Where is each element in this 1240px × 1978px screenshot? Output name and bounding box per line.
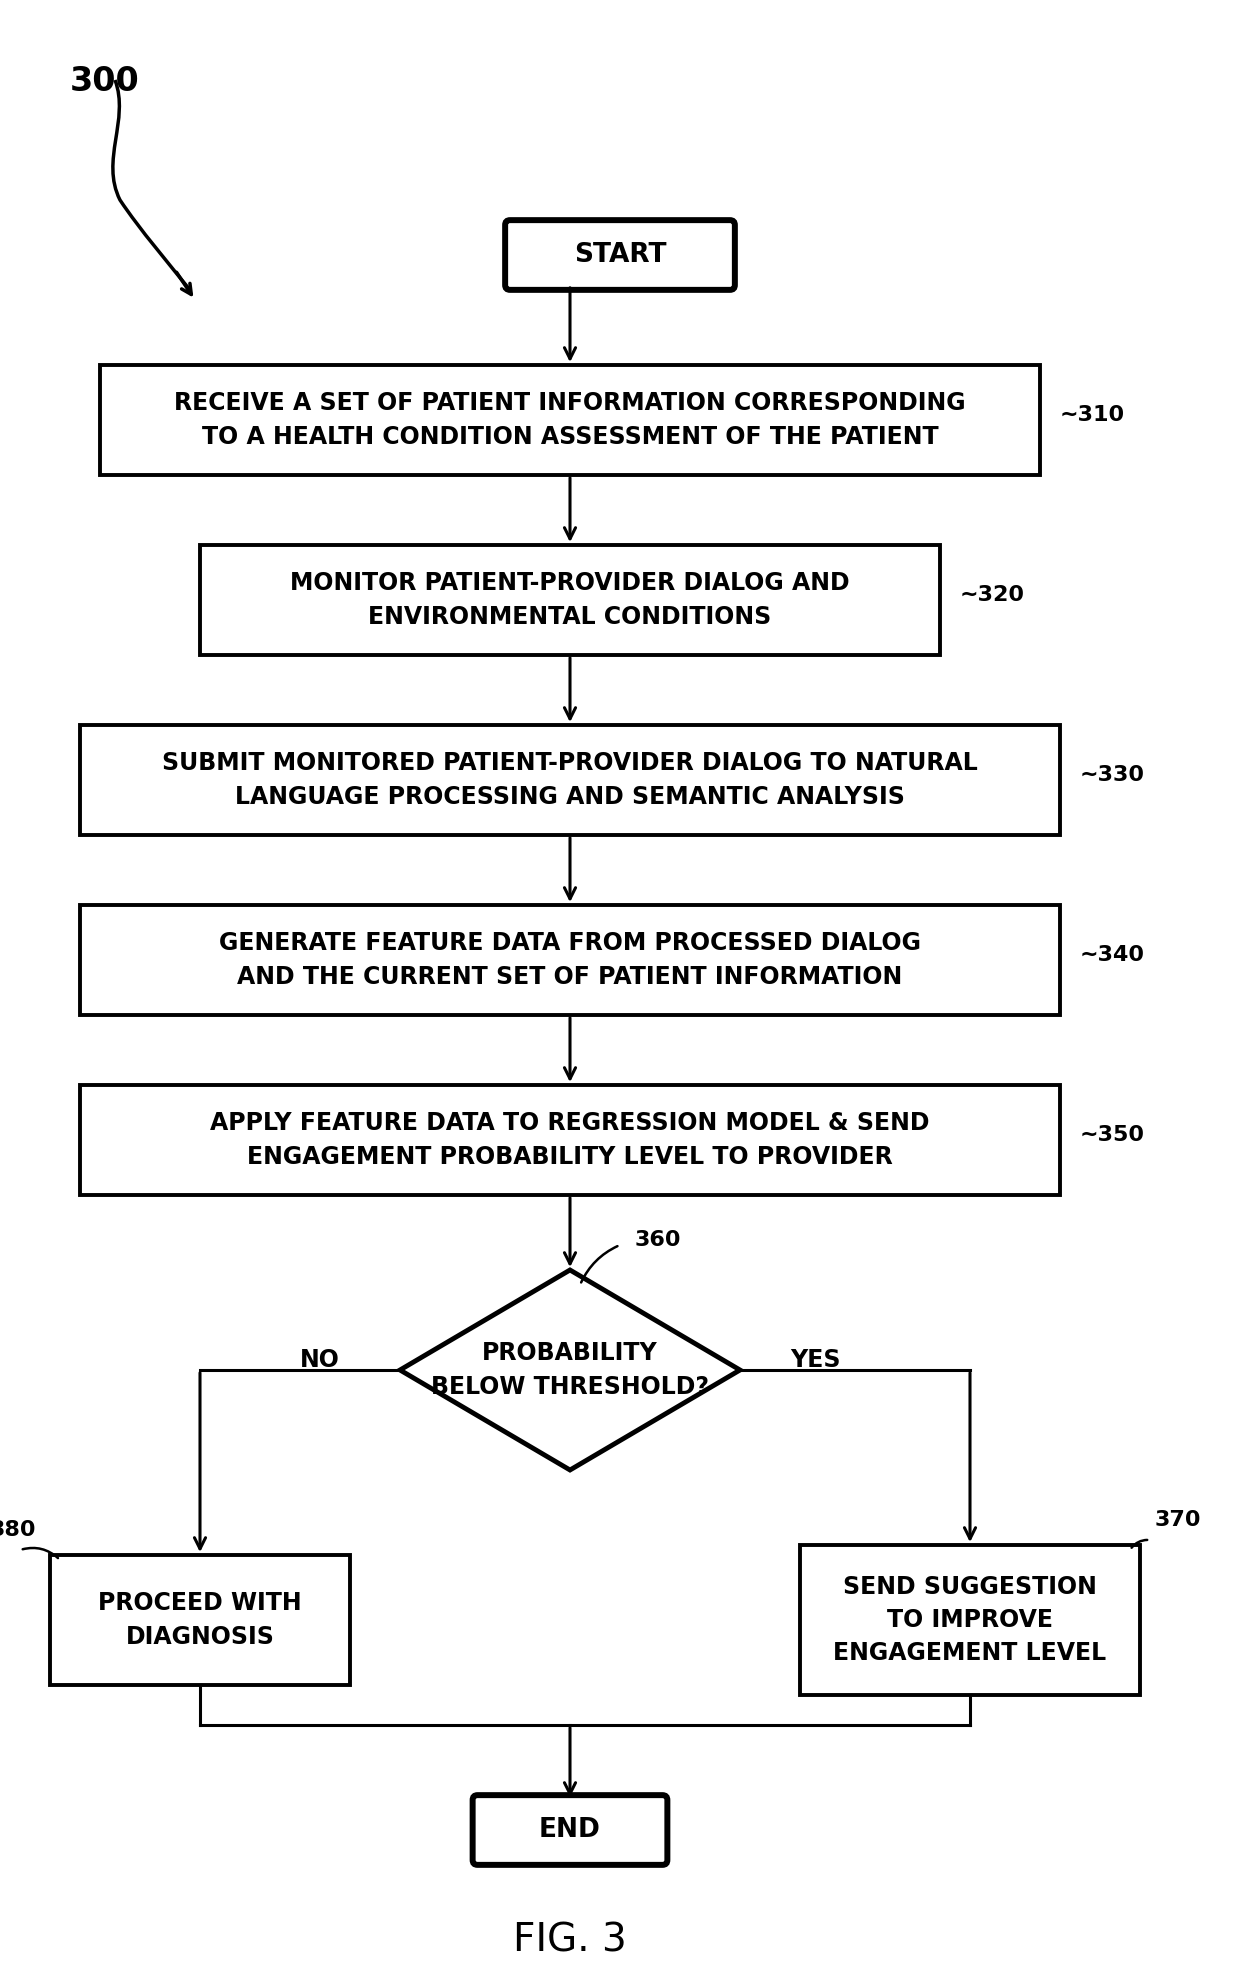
Text: NO: NO bbox=[300, 1347, 340, 1373]
FancyBboxPatch shape bbox=[505, 220, 735, 291]
Text: YES: YES bbox=[790, 1347, 841, 1373]
Text: ~350: ~350 bbox=[1080, 1125, 1145, 1145]
Text: FIG. 3: FIG. 3 bbox=[513, 1921, 627, 1958]
Text: ~320: ~320 bbox=[960, 585, 1025, 605]
Text: PROBABILITY
BELOW THRESHOLD?: PROBABILITY BELOW THRESHOLD? bbox=[432, 1341, 709, 1398]
Bar bbox=[81, 726, 1060, 835]
FancyArrowPatch shape bbox=[582, 1246, 618, 1282]
Bar bbox=[800, 1545, 1140, 1695]
FancyArrowPatch shape bbox=[22, 1549, 58, 1559]
Text: APPLY FEATURE DATA TO REGRESSION MODEL & SEND
ENGAGEMENT PROBABILITY LEVEL TO PR: APPLY FEATURE DATA TO REGRESSION MODEL &… bbox=[211, 1112, 930, 1169]
Text: GENERATE FEATURE DATA FROM PROCESSED DIALOG
AND THE CURRENT SET OF PATIENT INFOR: GENERATE FEATURE DATA FROM PROCESSED DIA… bbox=[219, 932, 921, 989]
FancyArrowPatch shape bbox=[1132, 1541, 1147, 1547]
Text: START: START bbox=[574, 241, 666, 267]
Bar bbox=[100, 366, 1040, 475]
Text: 360: 360 bbox=[635, 1230, 682, 1250]
Bar bbox=[200, 546, 940, 655]
Text: 370: 370 bbox=[1154, 1509, 1202, 1531]
Text: END: END bbox=[539, 1818, 601, 1843]
Text: MONITOR PATIENT-PROVIDER DIALOG AND
ENVIRONMENTAL CONDITIONS: MONITOR PATIENT-PROVIDER DIALOG AND ENVI… bbox=[290, 572, 849, 629]
FancyBboxPatch shape bbox=[472, 1796, 667, 1865]
Text: 380: 380 bbox=[0, 1519, 36, 1541]
Bar bbox=[81, 906, 1060, 1015]
Text: 300: 300 bbox=[69, 65, 140, 99]
Text: ~340: ~340 bbox=[1080, 945, 1145, 965]
Text: PROCEED WITH
DIAGNOSIS: PROCEED WITH DIAGNOSIS bbox=[98, 1590, 301, 1650]
Bar bbox=[50, 1555, 350, 1685]
Bar bbox=[81, 1086, 1060, 1195]
Polygon shape bbox=[401, 1270, 740, 1470]
Text: RECEIVE A SET OF PATIENT INFORMATION CORRESPONDING
TO A HEALTH CONDITION ASSESSM: RECEIVE A SET OF PATIENT INFORMATION COR… bbox=[174, 392, 966, 449]
Text: SUBMIT MONITORED PATIENT-PROVIDER DIALOG TO NATURAL
LANGUAGE PROCESSING AND SEMA: SUBMIT MONITORED PATIENT-PROVIDER DIALOG… bbox=[162, 752, 978, 809]
Text: SEND SUGGESTION
TO IMPROVE
ENGAGEMENT LEVEL: SEND SUGGESTION TO IMPROVE ENGAGEMENT LE… bbox=[833, 1574, 1106, 1665]
Text: ~330: ~330 bbox=[1080, 765, 1145, 785]
Text: ~310: ~310 bbox=[1060, 405, 1125, 425]
